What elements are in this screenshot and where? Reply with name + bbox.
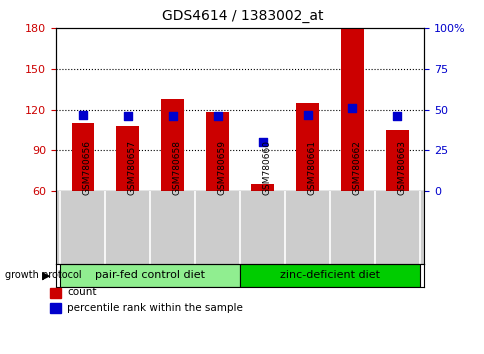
Point (303, 112, 311, 118)
Text: GSM780662: GSM780662 (352, 140, 361, 195)
Bar (240, 264, 419, 287)
Text: GSM780660: GSM780660 (262, 140, 271, 195)
Point (348, 105, 356, 111)
Bar (71, 123, 94, 191)
Point (168, 113, 176, 119)
Text: GSM780661: GSM780661 (307, 140, 316, 195)
Text: zinc-deficient diet: zinc-deficient diet (279, 270, 379, 280)
Bar (60, 264, 240, 287)
Bar (251, 184, 273, 191)
Bar (50, 303, 60, 313)
Text: GSM780663: GSM780663 (396, 140, 406, 195)
Bar (296, 103, 318, 191)
Text: count: count (67, 287, 97, 297)
Bar (385, 130, 408, 191)
Bar (50, 288, 60, 298)
Text: GSM780658: GSM780658 (172, 140, 182, 195)
Bar (116, 126, 138, 191)
Text: pair-fed control diet: pair-fed control diet (95, 270, 205, 280)
Point (258, 139, 266, 145)
Text: GSM780659: GSM780659 (217, 140, 226, 195)
Point (393, 113, 400, 119)
Bar (341, 28, 363, 191)
Point (123, 113, 131, 119)
Point (79, 112, 87, 118)
Text: ▶: ▶ (42, 270, 51, 280)
Text: GSM780657: GSM780657 (127, 140, 136, 195)
Text: growth protocol: growth protocol (5, 270, 81, 280)
Text: GDS4614 / 1383002_at: GDS4614 / 1383002_at (162, 9, 322, 23)
Text: percentile rank within the sample: percentile rank within the sample (67, 303, 243, 313)
Bar (161, 99, 183, 191)
Point (213, 113, 221, 119)
Bar (206, 113, 228, 191)
Text: GSM780656: GSM780656 (83, 140, 91, 195)
